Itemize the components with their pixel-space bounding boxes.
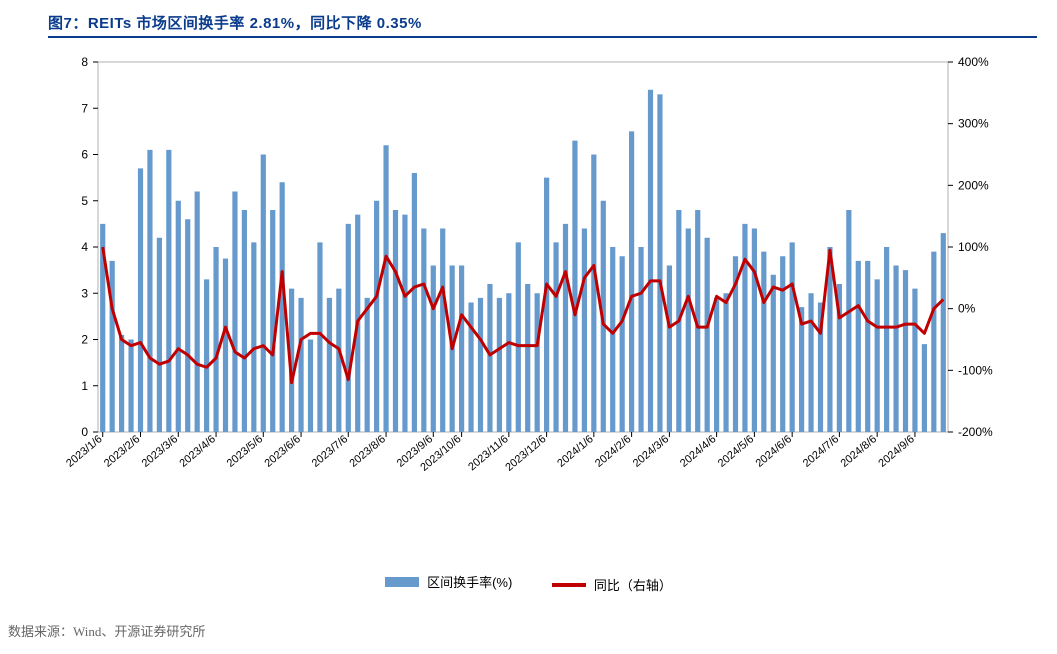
svg-text:2024/6/6: 2024/6/6 — [754, 433, 795, 470]
svg-text:7: 7 — [81, 101, 88, 115]
data-source: 数据来源：Wind、开源证券研究所 — [8, 621, 205, 640]
svg-text:2023/11/6: 2023/11/6 — [466, 433, 511, 473]
svg-text:2023/8/6: 2023/8/6 — [347, 433, 388, 470]
svg-text:8: 8 — [81, 55, 88, 69]
svg-text:2023/3/6: 2023/3/6 — [140, 433, 181, 470]
svg-text:6: 6 — [81, 148, 88, 162]
svg-text:2023/4/6: 2023/4/6 — [177, 433, 218, 470]
svg-text:2024/2/6: 2024/2/6 — [593, 433, 634, 470]
legend-label-line: 同比（右轴） — [594, 575, 672, 594]
chart-title: 图7：REITs 市场区间换手率 2.81%，同比下降 0.35% — [48, 15, 422, 32]
chart-title-bar: 图7：REITs 市场区间换手率 2.81%，同比下降 0.35% — [48, 12, 1037, 38]
svg-text:4: 4 — [81, 240, 88, 254]
svg-text:2024/1/6: 2024/1/6 — [555, 433, 596, 470]
legend-item-line: 同比（右轴） — [552, 575, 672, 594]
svg-text:2024/5/6: 2024/5/6 — [716, 433, 757, 470]
svg-text:2023/5/6: 2023/5/6 — [225, 433, 266, 470]
svg-text:100%: 100% — [958, 240, 989, 254]
svg-text:0: 0 — [81, 425, 88, 439]
svg-text:300%: 300% — [958, 117, 989, 131]
svg-text:200%: 200% — [958, 178, 989, 192]
legend-swatch-bar — [385, 577, 419, 587]
legend-swatch-line — [552, 583, 586, 587]
svg-text:3: 3 — [81, 286, 88, 300]
legend-item-bar: 区间换手率(%) — [385, 572, 512, 591]
svg-text:2024/7/6: 2024/7/6 — [801, 433, 842, 470]
svg-text:2: 2 — [81, 333, 88, 347]
svg-text:-100%: -100% — [958, 363, 993, 377]
svg-text:2024/4/6: 2024/4/6 — [678, 433, 719, 470]
svg-text:2024/9/6: 2024/9/6 — [876, 433, 917, 470]
chart-area: 0 1 2 3 4 5 6 7 8 -200% -100% 0% 100% 200% 300% 400% 202… — [48, 52, 1008, 572]
chart-svg: 0 1 2 3 4 5 6 7 8 -200% -100% 0% 100% 200% 300% 400% 202… — [48, 52, 1008, 572]
svg-text:5: 5 — [81, 194, 88, 208]
svg-text:2023/2/6: 2023/2/6 — [102, 433, 143, 470]
svg-text:1: 1 — [81, 379, 88, 393]
svg-text:2023/7/6: 2023/7/6 — [310, 433, 351, 470]
svg-text:2023/6/6: 2023/6/6 — [262, 433, 303, 470]
svg-text:2023/12/6: 2023/12/6 — [503, 433, 548, 474]
legend-label-bar: 区间换手率(%) — [427, 572, 512, 591]
svg-text:0%: 0% — [958, 302, 976, 316]
svg-text:2024/3/6: 2024/3/6 — [631, 433, 672, 470]
svg-text:-200%: -200% — [958, 425, 993, 439]
svg-text:400%: 400% — [958, 55, 989, 69]
svg-text:2024/8/6: 2024/8/6 — [839, 433, 880, 470]
legend: 区间换手率(%) 同比（右轴） — [0, 572, 1057, 594]
